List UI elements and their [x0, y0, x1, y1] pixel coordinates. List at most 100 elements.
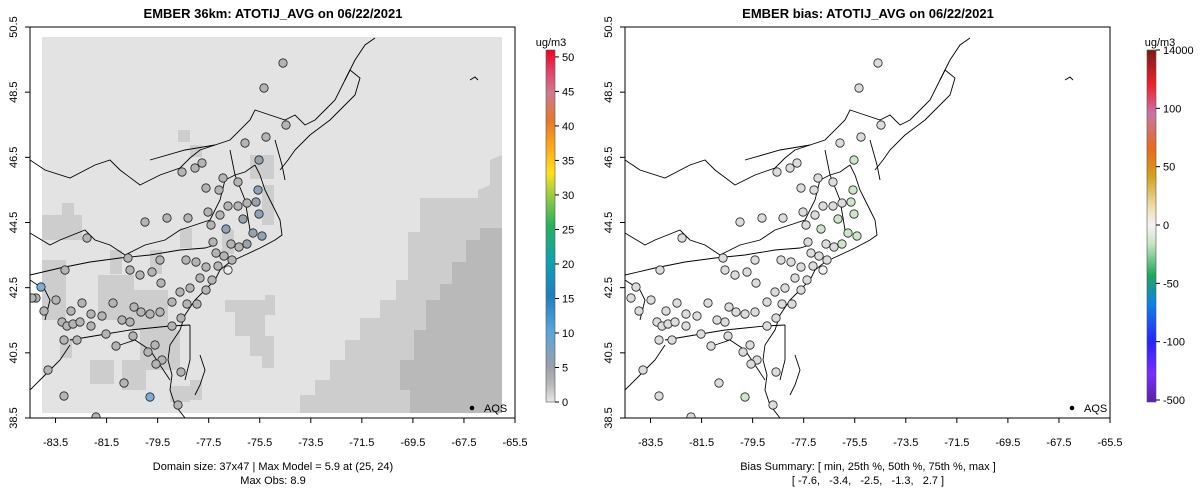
bias-site	[720, 265, 730, 275]
aqs-site	[259, 83, 269, 93]
aqs-site	[221, 224, 231, 234]
left-colorbar	[545, 49, 556, 403]
bias-site	[740, 392, 750, 402]
aqs-site	[147, 267, 157, 277]
aqs-site	[254, 209, 264, 219]
bias-site	[796, 285, 806, 295]
bias-site	[677, 233, 687, 243]
x-tick-label: -79.5	[740, 437, 765, 449]
x-tick-label: -79.5	[145, 437, 170, 449]
bias-site	[681, 321, 691, 331]
right-x-axis: -83.5 -81.5 -79.5 -77.5 -75.5 -73.5 -71.5 -69.5…	[638, 418, 1123, 449]
y-tick-label: 42.5	[603, 277, 615, 298]
colorbar-tick-label: 50	[562, 52, 574, 64]
bias-site	[681, 309, 691, 319]
bias-site	[821, 239, 831, 249]
aqs-site	[173, 400, 183, 410]
bias-site	[778, 213, 788, 223]
right-aqs-sites	[626, 58, 886, 418]
bias-panel: EMBER bias: ATOTIJ_AVG on 06/22/2021	[603, 6, 1194, 487]
aqs-site	[203, 207, 213, 217]
aqs-site	[226, 239, 236, 249]
aqs-site	[136, 307, 146, 317]
aqs-site	[72, 335, 82, 345]
x-tick-label: -81.5	[689, 437, 714, 449]
aqs-site	[167, 321, 177, 331]
x-tick-label: -73.5	[298, 437, 323, 449]
right-caption-line1: Bias Summary: [ min, 25th %, 50th %, 75t…	[740, 461, 996, 473]
aqs-site	[253, 185, 263, 195]
bias-site	[814, 251, 824, 261]
bias-site	[672, 298, 682, 308]
left-y-axis: 38.5 40.5 42.5 44.5 46.5 48.5 50.5	[8, 16, 30, 429]
bias-site	[849, 209, 859, 219]
bias-site	[771, 367, 781, 377]
y-tick-label: 48.5	[603, 81, 615, 102]
aqs-site	[183, 213, 193, 223]
colorbar-tick-label: 30	[562, 190, 574, 202]
bias-site	[712, 315, 722, 325]
right-chart-title: EMBER bias: ATOTIJ_AVG on 06/22/2021	[742, 6, 994, 21]
aqs-site	[242, 198, 252, 208]
aqs-site	[201, 262, 211, 272]
colorbar-tick-label: 45	[562, 86, 574, 98]
aqs-site	[77, 298, 87, 308]
bias-site	[776, 255, 786, 265]
bias-site	[837, 239, 847, 249]
left-legend-label: AQS	[484, 403, 507, 415]
bias-site	[626, 293, 636, 303]
x-tick-label: -67.5	[1046, 437, 1071, 449]
right-map-background	[625, 27, 1110, 418]
bias-site	[796, 262, 806, 272]
aqs-site	[151, 359, 161, 369]
bias-site	[786, 257, 796, 267]
aqs-site	[91, 412, 101, 418]
model-concentration-panel: EMBER 36km: ATOTIJ_AVG on 06/22/2021	[8, 6, 574, 487]
colorbar-tick-label: 15	[562, 293, 574, 305]
aqs-site	[248, 228, 258, 238]
aqs-site	[140, 217, 150, 227]
x-tick-label: -81.5	[94, 437, 119, 449]
aqs-site	[242, 239, 252, 249]
bias-site	[796, 183, 806, 193]
aqs-site	[195, 273, 205, 283]
bias-site	[854, 83, 864, 93]
right-caption-line2: [ -7.6, -3.4, -2.5, -1.3, 2.7 ]	[792, 475, 944, 487]
bias-site	[730, 270, 740, 280]
bias-site	[706, 341, 716, 351]
bias-site	[768, 400, 778, 410]
aqs-site	[86, 321, 96, 331]
x-tick-label: -65.5	[502, 437, 527, 449]
left-colorbar-ticks: 0 5 10 15 20 25 30 35 40 45 50	[555, 52, 574, 409]
aqs-site	[201, 183, 211, 193]
right-map-area: AQS	[625, 27, 1110, 418]
bias-site	[856, 132, 866, 142]
left-aqs-sites	[30, 58, 291, 418]
colorbar-tick-label: 10	[562, 328, 574, 340]
y-tick-label: 38.5	[8, 407, 20, 428]
bias-site	[792, 158, 802, 168]
aqs-site	[206, 220, 216, 230]
bias-site	[646, 295, 656, 305]
aqs-site	[123, 253, 133, 263]
bias-site	[810, 210, 820, 220]
bias-site	[692, 311, 702, 321]
x-tick-label: -77.5	[791, 437, 816, 449]
bias-site	[738, 347, 748, 357]
aqs-site	[240, 138, 250, 148]
colorbar-tick-label: 14000	[1163, 45, 1194, 57]
bias-site	[750, 307, 760, 317]
aqs-site	[176, 367, 186, 377]
right-y-axis: 38.5 40.5 42.5 44.5 46.5 48.5 50.5	[603, 16, 625, 429]
bias-site	[777, 299, 787, 309]
bias-site	[818, 265, 828, 275]
aqs-site	[125, 265, 135, 275]
right-colorbar-ticks: 14000 100 50 0 -50 -100 -500	[1156, 45, 1194, 407]
y-tick-label: 48.5	[8, 81, 20, 102]
right-legend-marker	[1069, 405, 1075, 411]
left-map-area: AQS	[30, 27, 515, 418]
y-tick-label: 50.5	[603, 16, 615, 37]
bias-site	[654, 335, 664, 345]
bias-site	[843, 228, 853, 238]
bias-site	[876, 120, 886, 130]
